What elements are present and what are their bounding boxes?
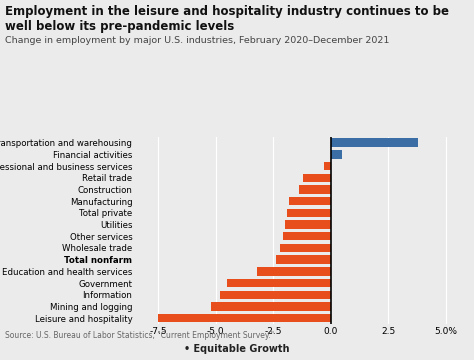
Bar (158, 314, 331, 322)
Bar (331, 150, 342, 158)
Text: Source: U.S. Bureau of Labor Statistics, "Current Employment Survey.": Source: U.S. Bureau of Labor Statistics,… (5, 331, 274, 340)
Bar (220, 291, 331, 299)
Bar (331, 139, 419, 147)
Bar (280, 244, 331, 252)
Bar (299, 185, 331, 194)
Bar (275, 256, 331, 264)
Text: Employment in the leisure and hospitality industry continues to be: Employment in the leisure and hospitalit… (5, 5, 449, 18)
Bar (287, 209, 331, 217)
Bar (211, 302, 331, 311)
Bar (303, 174, 331, 182)
Text: • Equitable Growth: • Equitable Growth (184, 343, 290, 354)
Bar (285, 220, 331, 229)
Bar (227, 279, 331, 287)
Bar (290, 197, 331, 205)
Text: Change in employment by major U.S. industries, February 2020–December 2021: Change in employment by major U.S. indus… (5, 36, 389, 45)
Bar (257, 267, 331, 275)
Text: well below its pre-pandemic levels: well below its pre-pandemic levels (5, 20, 234, 33)
Bar (324, 162, 331, 170)
Bar (283, 232, 331, 240)
